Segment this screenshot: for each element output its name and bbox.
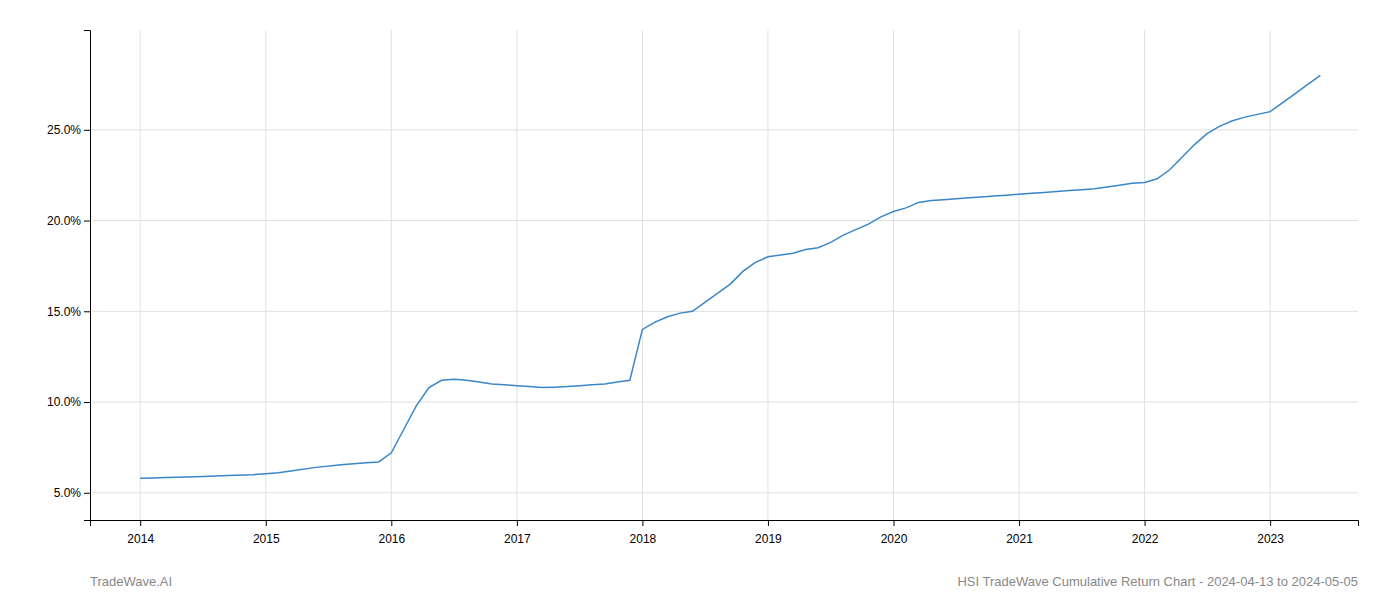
y-tick-mark — [84, 311, 90, 312]
x-tick: 2018 — [630, 520, 657, 546]
y-tick-mark — [84, 221, 90, 222]
x-tick-label: 2023 — [1257, 532, 1284, 546]
grid-line-y — [90, 220, 1358, 221]
line — [140, 75, 1320, 478]
grid-line-x — [767, 30, 768, 520]
grid-line-y — [90, 311, 1358, 312]
y-tick-mark — [84, 493, 90, 494]
y-tick-label: 10.0% — [47, 395, 81, 409]
y-tick-label: 25.0% — [47, 123, 81, 137]
x-tick-mark — [517, 520, 518, 526]
x-tick: 2017 — [504, 520, 531, 546]
footer-text: HSI TradeWave Cumulative Return Chart - … — [957, 574, 1358, 589]
x-tick-label: 2022 — [1132, 532, 1159, 546]
marks — [140, 75, 1320, 478]
x-tick-label: 2020 — [881, 532, 908, 546]
x-tick-mark — [391, 520, 392, 526]
x-axis-line — [91, 521, 1359, 527]
y-tick-label: 5.0% — [54, 486, 82, 500]
footer: TradeWave.AI HSI TradeWave Cumulative Ret… — [90, 574, 1358, 589]
x-tick: 2020 — [881, 520, 908, 546]
x-tick-label: 2021 — [1006, 532, 1033, 546]
x-tick-mark — [768, 520, 769, 526]
grid-line-y — [90, 492, 1358, 493]
grid-line-x — [1019, 30, 1020, 520]
y-axis-line — [84, 31, 91, 521]
grid-line-y — [90, 402, 1358, 403]
grid-line-x — [1144, 30, 1145, 520]
x-tick-mark — [140, 520, 141, 526]
x-tick-mark — [266, 520, 267, 526]
x-tick: 2021 — [1006, 520, 1033, 546]
x-tick-mark — [1270, 520, 1271, 526]
x-tick-mark — [1019, 520, 1020, 526]
grid-line-x — [516, 30, 517, 520]
grid-line-y — [90, 129, 1358, 130]
y-tick-label: 20.0% — [47, 214, 81, 228]
y-tick: 10.0% — [47, 395, 90, 409]
y-tick-mark — [84, 402, 90, 403]
x-tick: 2016 — [378, 520, 405, 546]
chart: 2014 2015 2016 2017 2018 2019 2020 2021 2022 2023… — [0, 0, 1400, 600]
grid — [90, 30, 1358, 520]
x-tick: 2014 — [127, 520, 154, 546]
footer-text: TradeWave.AI — [90, 574, 172, 589]
grid-line-x — [140, 30, 141, 520]
x-tick: 2019 — [755, 520, 782, 546]
grid-line-x — [391, 30, 392, 520]
x-tick-label: 2019 — [755, 532, 782, 546]
x-tick-label: 2014 — [127, 532, 154, 546]
x-tick: 2023 — [1257, 520, 1284, 546]
y-tick-label: 15.0% — [47, 305, 81, 319]
x-tick-mark — [893, 520, 894, 526]
y-tick: 5.0% — [54, 486, 90, 500]
x-tick-label: 2016 — [378, 532, 405, 546]
grid-line-x — [265, 30, 266, 520]
grid-line-x — [642, 30, 643, 520]
y-tick: 25.0% — [47, 123, 90, 137]
x-tick: 2015 — [253, 520, 280, 546]
x-tick-label: 2018 — [630, 532, 657, 546]
x-tick-label: 2015 — [253, 532, 280, 546]
x-tick: 2022 — [1132, 520, 1159, 546]
y-axis: 5.0% 10.0% 15.0% 20.0% 25.0% — [47, 31, 91, 521]
x-tick-label: 2017 — [504, 532, 531, 546]
grid-line-x — [1270, 30, 1271, 520]
x-tick-mark — [1145, 520, 1146, 526]
y-tick-mark — [84, 130, 90, 131]
x-tick-mark — [642, 520, 643, 526]
x-axis: 2014 2015 2016 2017 2018 2019 2020 2021 2022 2023 — [91, 520, 1359, 546]
y-tick: 20.0% — [47, 214, 90, 228]
y-tick: 15.0% — [47, 305, 90, 319]
plot: 2014 2015 2016 2017 2018 2019 2020 2021 2022 2023… — [47, 30, 1359, 546]
grid-line-x — [893, 30, 894, 520]
